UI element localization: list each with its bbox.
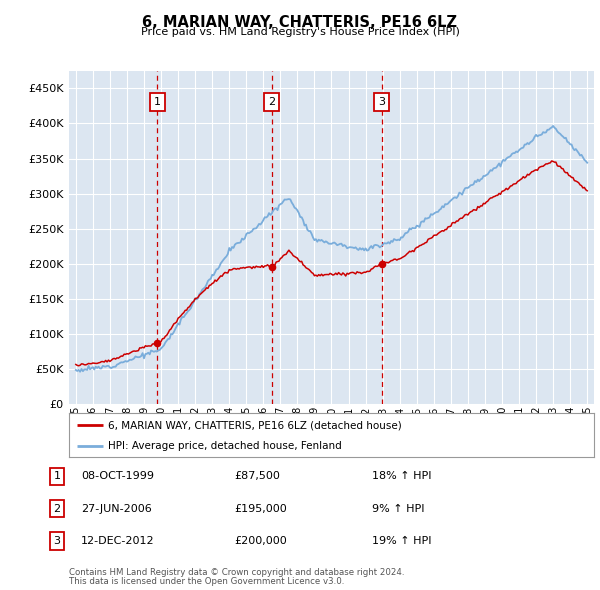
Text: 2: 2 [53, 504, 61, 513]
Text: This data is licensed under the Open Government Licence v3.0.: This data is licensed under the Open Gov… [69, 578, 344, 586]
Text: 12-DEC-2012: 12-DEC-2012 [81, 536, 155, 546]
Text: 3: 3 [53, 536, 61, 546]
Text: Price paid vs. HM Land Registry's House Price Index (HPI): Price paid vs. HM Land Registry's House … [140, 27, 460, 37]
Text: 6, MARIAN WAY, CHATTERIS, PE16 6LZ (detached house): 6, MARIAN WAY, CHATTERIS, PE16 6LZ (deta… [109, 421, 402, 430]
Text: 1: 1 [154, 97, 161, 107]
Text: 9% ↑ HPI: 9% ↑ HPI [372, 504, 425, 513]
Text: £87,500: £87,500 [234, 471, 280, 481]
Text: 3: 3 [378, 97, 385, 107]
Text: 18% ↑ HPI: 18% ↑ HPI [372, 471, 431, 481]
Text: 6, MARIAN WAY, CHATTERIS, PE16 6LZ: 6, MARIAN WAY, CHATTERIS, PE16 6LZ [143, 15, 458, 30]
Text: 27-JUN-2006: 27-JUN-2006 [81, 504, 152, 513]
Text: 19% ↑ HPI: 19% ↑ HPI [372, 536, 431, 546]
Text: 2: 2 [268, 97, 275, 107]
Text: HPI: Average price, detached house, Fenland: HPI: Average price, detached house, Fenl… [109, 441, 342, 451]
Text: £200,000: £200,000 [234, 536, 287, 546]
Text: 1: 1 [53, 471, 61, 481]
Text: 08-OCT-1999: 08-OCT-1999 [81, 471, 154, 481]
Text: £195,000: £195,000 [234, 504, 287, 513]
Text: Contains HM Land Registry data © Crown copyright and database right 2024.: Contains HM Land Registry data © Crown c… [69, 568, 404, 577]
